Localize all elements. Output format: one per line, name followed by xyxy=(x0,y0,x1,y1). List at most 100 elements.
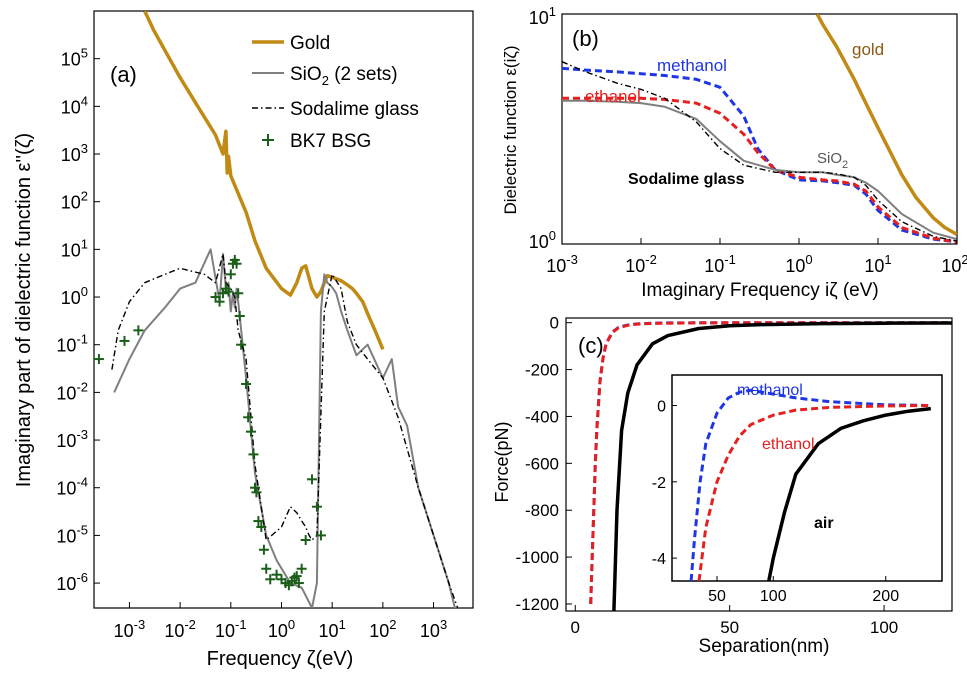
a-x-tick-label: 102 xyxy=(369,617,396,641)
a-y-tick-label: 10-6 xyxy=(56,570,88,594)
panel-b-y-label: Dielectric function ε(iζ) xyxy=(501,45,520,214)
panel-b-frame xyxy=(561,13,958,245)
a-bk7-point xyxy=(223,286,234,297)
a-bk7-point xyxy=(315,530,326,541)
a-bk7-markers xyxy=(94,254,326,591)
a-y-tick-label: 10-3 xyxy=(56,427,88,451)
b-x-tick-label: 101 xyxy=(864,252,891,276)
c-y-tick-label: -400 xyxy=(525,407,559,426)
legend-bk7-label: BK7 BSG xyxy=(290,131,371,152)
c-air-line xyxy=(612,321,952,611)
c-y-tick-label: -800 xyxy=(525,501,559,520)
b-y-tick-label: 101 xyxy=(529,4,556,28)
a-bk7-point xyxy=(133,325,144,336)
panel-c-x-label: Separation(nm) xyxy=(699,636,830,657)
a-bk7-point xyxy=(291,571,302,582)
panel-a-y-ticks: 10-6 10-5 10-4 10-3 10-2 10-1 100 101 102 103 104 1… xyxy=(56,46,100,594)
a-bk7-point xyxy=(233,288,244,299)
panel-a: 10-3 10-2 10-1 100 101 102 103 10-6 10-5 10-4 10-… xyxy=(13,10,474,670)
a-bk7-point xyxy=(241,378,252,389)
c-y-tick-label: -200 xyxy=(525,361,559,380)
c-y-tick-label: 0 xyxy=(550,314,559,333)
a-x-tick-label: 101 xyxy=(319,617,346,641)
a-y-tick-label: 10-5 xyxy=(56,522,88,546)
panel-c-x-ticks: 0 50 100 xyxy=(571,605,898,637)
b-glass-line xyxy=(562,61,957,242)
a-bk7-point xyxy=(94,354,104,365)
panel-a-legend: Gold SiO2 (2 sets) Sodalime glass BK7 BS… xyxy=(252,33,419,152)
legend-glass-label: Sodalime glass xyxy=(290,99,419,120)
a-bk7-point xyxy=(248,449,259,460)
a-bk7-point xyxy=(249,482,260,493)
panel-b: 10-3 10-2 10-1 100 101 102 100 101 (b) Imagina… xyxy=(501,4,967,301)
panel-b-x-label: Imaginary Frequency iζ (eV) xyxy=(641,280,879,301)
inset-methanol-line xyxy=(689,388,931,581)
panel-c-y-ticks: 0 -200 -400 -600 -800 -1000 -1200 xyxy=(516,314,572,614)
a-x-tick-label: 10-1 xyxy=(215,617,247,641)
label-sio2-b: SiO2 xyxy=(817,150,848,171)
a-bk7-point xyxy=(307,474,318,485)
a-x-tick-label: 100 xyxy=(268,617,295,641)
a-bk7-point xyxy=(225,269,236,280)
inset-y-tick-label: -4 xyxy=(652,551,666,568)
b-ethanol-line xyxy=(562,96,957,244)
panel-c-label: (c) xyxy=(578,333,604,358)
a-bk7-point xyxy=(253,516,264,527)
a-y-tick-label: 101 xyxy=(61,236,88,260)
a-y-tick-label: 10-2 xyxy=(56,379,88,403)
c-y-tick-label: -1000 xyxy=(516,548,559,567)
inset-air-line xyxy=(767,406,932,581)
label-air-c: air xyxy=(814,515,834,532)
panel-a-label: (a) xyxy=(110,62,137,87)
a-y-tick-label: 102 xyxy=(61,189,88,213)
b-methanol-line xyxy=(562,66,957,244)
panel-a-x-ticks: 10-3 10-2 10-1 100 101 102 103 xyxy=(114,602,447,641)
panel-a-frame xyxy=(93,10,474,609)
a-bk7-point xyxy=(293,578,304,589)
a-y-tick-label: 104 xyxy=(61,93,88,117)
c-y-tick-label: -1200 xyxy=(516,595,559,614)
panel-c-inset: 50 100 200 0 -2 -4 methanol ethanol air xyxy=(652,374,943,605)
b-y-tick-label: 100 xyxy=(529,228,556,252)
a-bk7-point xyxy=(271,569,282,580)
a-bk7-point xyxy=(258,544,269,555)
a-bk7-point xyxy=(214,296,225,307)
panel-c: 0 50 100 0 -200 -400 -600 -800 -1000 -1200 (c) S… xyxy=(492,314,953,657)
panel-a-series xyxy=(94,11,459,608)
inset-series xyxy=(689,388,932,581)
a-y-tick-label: 100 xyxy=(61,284,88,308)
inset-y-ticks: 0 -2 -4 xyxy=(652,399,677,568)
panel-c-y-label: Force(pN) xyxy=(492,421,512,502)
a-bk7-point xyxy=(311,501,322,512)
a-y-tick-label: 10-4 xyxy=(56,475,88,499)
a-x-tick-label: 10-3 xyxy=(114,617,146,641)
inset-y-tick-label: 0 xyxy=(657,399,666,416)
label-ethanol-b: ethanol xyxy=(585,87,641,106)
a-bk7-point xyxy=(251,487,262,498)
a-bk7-point xyxy=(245,426,256,437)
inset-x-tick-label: 50 xyxy=(708,588,726,605)
a-gold-line xyxy=(143,11,385,350)
a-x-tick-label: 103 xyxy=(420,617,447,641)
b-x-tick-label: 102 xyxy=(941,252,967,276)
label-methanol-c: methanol xyxy=(737,382,803,399)
panel-b-series xyxy=(562,14,957,244)
inset-x-tick-label: 100 xyxy=(760,588,787,605)
a-bk7-point xyxy=(256,522,267,533)
legend-bk7-marker xyxy=(262,134,274,146)
panel-b-y-ticks: 100 101 xyxy=(529,4,568,252)
inset-ethanol-line xyxy=(697,404,931,581)
c-y-tick-label: -600 xyxy=(525,454,559,473)
a-bk7-point xyxy=(289,572,300,583)
c-x-tick-label: 100 xyxy=(870,618,898,637)
b-x-tick-label: 10-3 xyxy=(546,252,578,276)
inset-x-tick-label: 200 xyxy=(872,588,899,605)
legend-gold-label: Gold xyxy=(290,33,330,54)
c-x-tick-label: 0 xyxy=(571,618,580,637)
a-y-tick-label: 105 xyxy=(61,46,88,70)
a-glass-line xyxy=(111,253,459,608)
b-sio2-line xyxy=(562,99,957,241)
a-bk7-point xyxy=(236,339,247,350)
a-y-tick-label: 103 xyxy=(61,141,88,165)
